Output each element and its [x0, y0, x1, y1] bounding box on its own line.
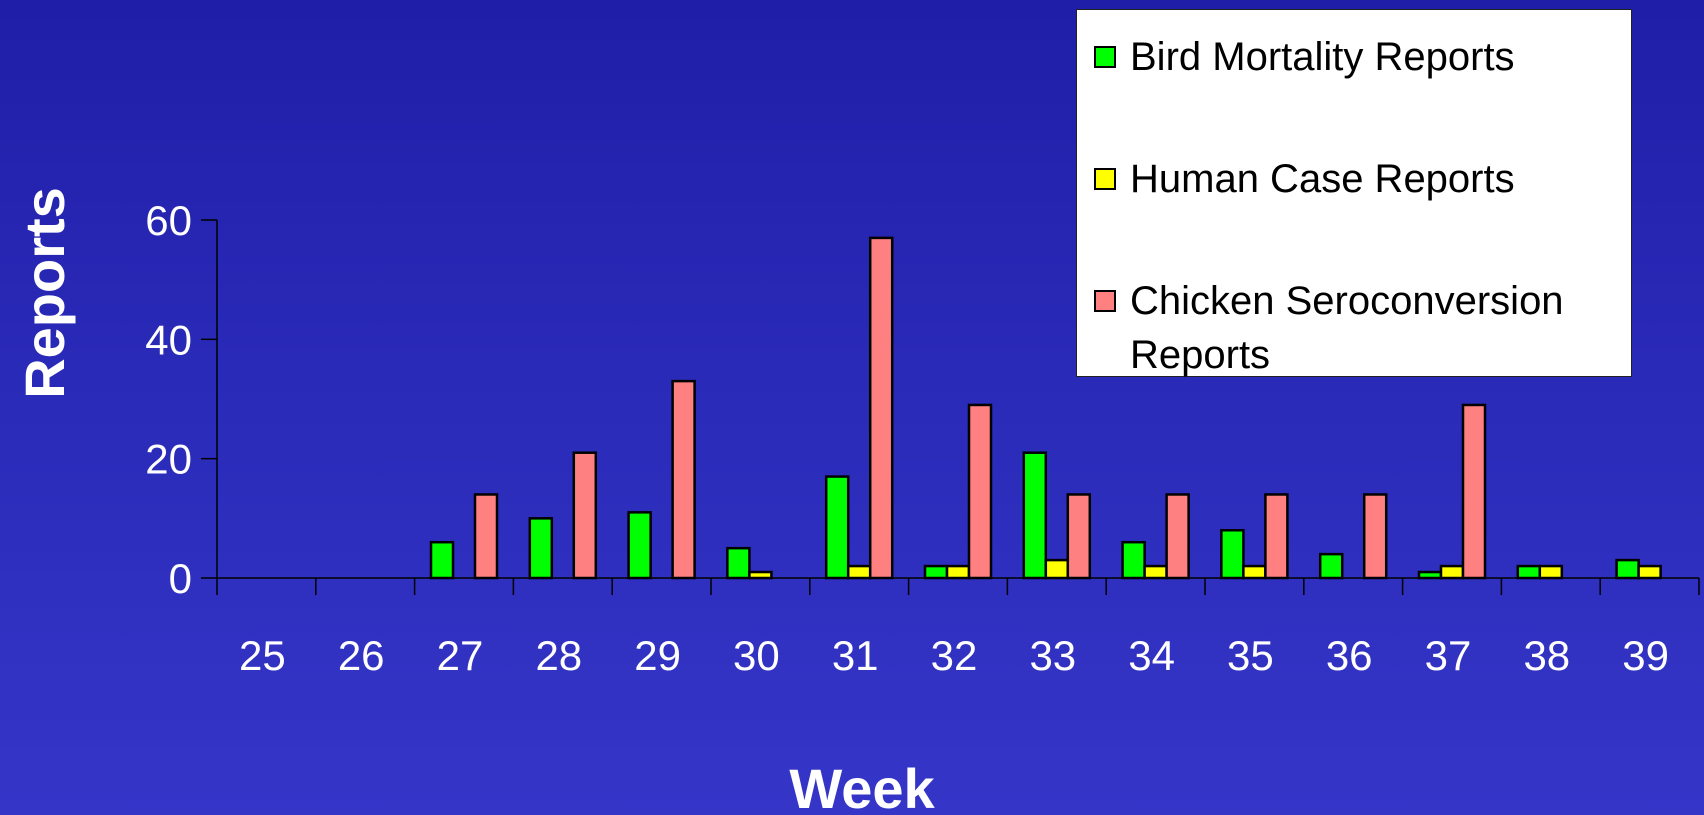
- legend-label-chicken-seroconversion: Chicken Seroconversion Reports: [1130, 279, 1564, 377]
- y-tick-label: 0: [169, 555, 192, 602]
- bar-chicken-seroconversion-reports-36: [1362, 493, 1388, 580]
- y-tick-label: 20: [145, 436, 192, 483]
- legend-swatch-bird-mortality: [1094, 46, 1116, 68]
- y-axis-title: Reports: [13, 187, 76, 399]
- bar-human-case-reports-38: [1538, 564, 1564, 580]
- bar-chicken-seroconversion-reports-35: [1264, 493, 1289, 580]
- x-tick-label: 31: [832, 632, 879, 679]
- bar-human-case-reports-32: [945, 564, 971, 580]
- bars: [429, 236, 1662, 580]
- legend-item-human-case: Human Case Reports: [1094, 152, 1630, 206]
- x-tick-label: 30: [733, 632, 780, 679]
- tick-labels: 0 20 40 60 25 26 27 28 29 30 31 32 33 34 35 36 37 38 39: [145, 197, 1669, 679]
- bar-human-case-reports-30: [748, 570, 773, 580]
- bar-bird-mortality-reports-32: [923, 564, 949, 580]
- bar-human-case-reports-34: [1143, 564, 1168, 580]
- x-tick-label: 26: [338, 632, 385, 679]
- bar-bird-mortality-reports-28: [528, 517, 554, 580]
- legend: Bird Mortality Reports Human Case Report…: [1076, 9, 1632, 377]
- y-tick-label: 40: [145, 316, 192, 363]
- bar-chicken-seroconversion-reports-33: [1066, 493, 1092, 580]
- bar-bird-mortality-reports-31: [824, 475, 850, 580]
- legend-label-human-case: Human Case Reports: [1130, 157, 1515, 201]
- x-tick-label: 34: [1128, 632, 1175, 679]
- x-tick-label: 27: [437, 632, 484, 679]
- x-tick-label: 35: [1227, 632, 1274, 679]
- bar-human-case-reports-35: [1242, 564, 1267, 580]
- x-axis-title: Week: [789, 757, 935, 815]
- legend-label-bird-mortality: Bird Mortality Reports: [1130, 35, 1515, 79]
- bar-chicken-seroconversion-reports-29: [671, 379, 696, 580]
- x-tick-label: 33: [1029, 632, 1076, 679]
- bar-human-case-reports-31: [846, 564, 872, 580]
- bar-bird-mortality-reports-33: [1022, 451, 1048, 580]
- bar-bird-mortality-reports-38: [1516, 564, 1542, 580]
- bar-human-case-reports-33: [1044, 558, 1070, 580]
- bar-bird-mortality-reports-35: [1220, 529, 1245, 580]
- bar-human-case-reports-37: [1439, 564, 1465, 580]
- x-tick-label: 32: [931, 632, 978, 679]
- bar-chicken-seroconversion-reports-37: [1461, 403, 1487, 580]
- bar-chicken-seroconversion-reports-32: [967, 403, 993, 580]
- bar-human-case-reports-39: [1637, 564, 1662, 580]
- x-tick-label: 36: [1326, 632, 1373, 679]
- bar-chicken-seroconversion-reports-31: [868, 236, 894, 580]
- bar-bird-mortality-reports-27: [429, 540, 455, 580]
- bar-chicken-seroconversion-reports-34: [1165, 493, 1190, 580]
- x-tick-label: 38: [1523, 632, 1570, 679]
- bar-chicken-seroconversion-reports-28: [572, 451, 598, 580]
- x-tick-label: 25: [239, 632, 286, 679]
- legend-item-bird-mortality: Bird Mortality Reports: [1094, 30, 1630, 84]
- bar-bird-mortality-reports-36: [1318, 552, 1344, 580]
- bar-bird-mortality-reports-29: [627, 511, 652, 580]
- x-tick-label: 37: [1425, 632, 1472, 679]
- x-tick-label: 39: [1622, 632, 1669, 679]
- bar-bird-mortality-reports-34: [1121, 540, 1146, 580]
- y-tick-label: 60: [145, 197, 192, 244]
- legend-swatch-human-case: [1094, 168, 1116, 190]
- x-tick-label: 28: [535, 632, 582, 679]
- legend-item-chicken-seroconversion: Chicken Seroconversion Reports: [1094, 274, 1630, 382]
- bar-bird-mortality-reports-30: [726, 546, 751, 580]
- bar-bird-mortality-reports-39: [1615, 558, 1640, 580]
- bar-chicken-seroconversion-reports-27: [473, 493, 499, 580]
- x-tick-label: 29: [634, 632, 681, 679]
- bar-bird-mortality-reports-37: [1417, 570, 1443, 580]
- legend-swatch-chicken-seroconversion: [1094, 290, 1116, 312]
